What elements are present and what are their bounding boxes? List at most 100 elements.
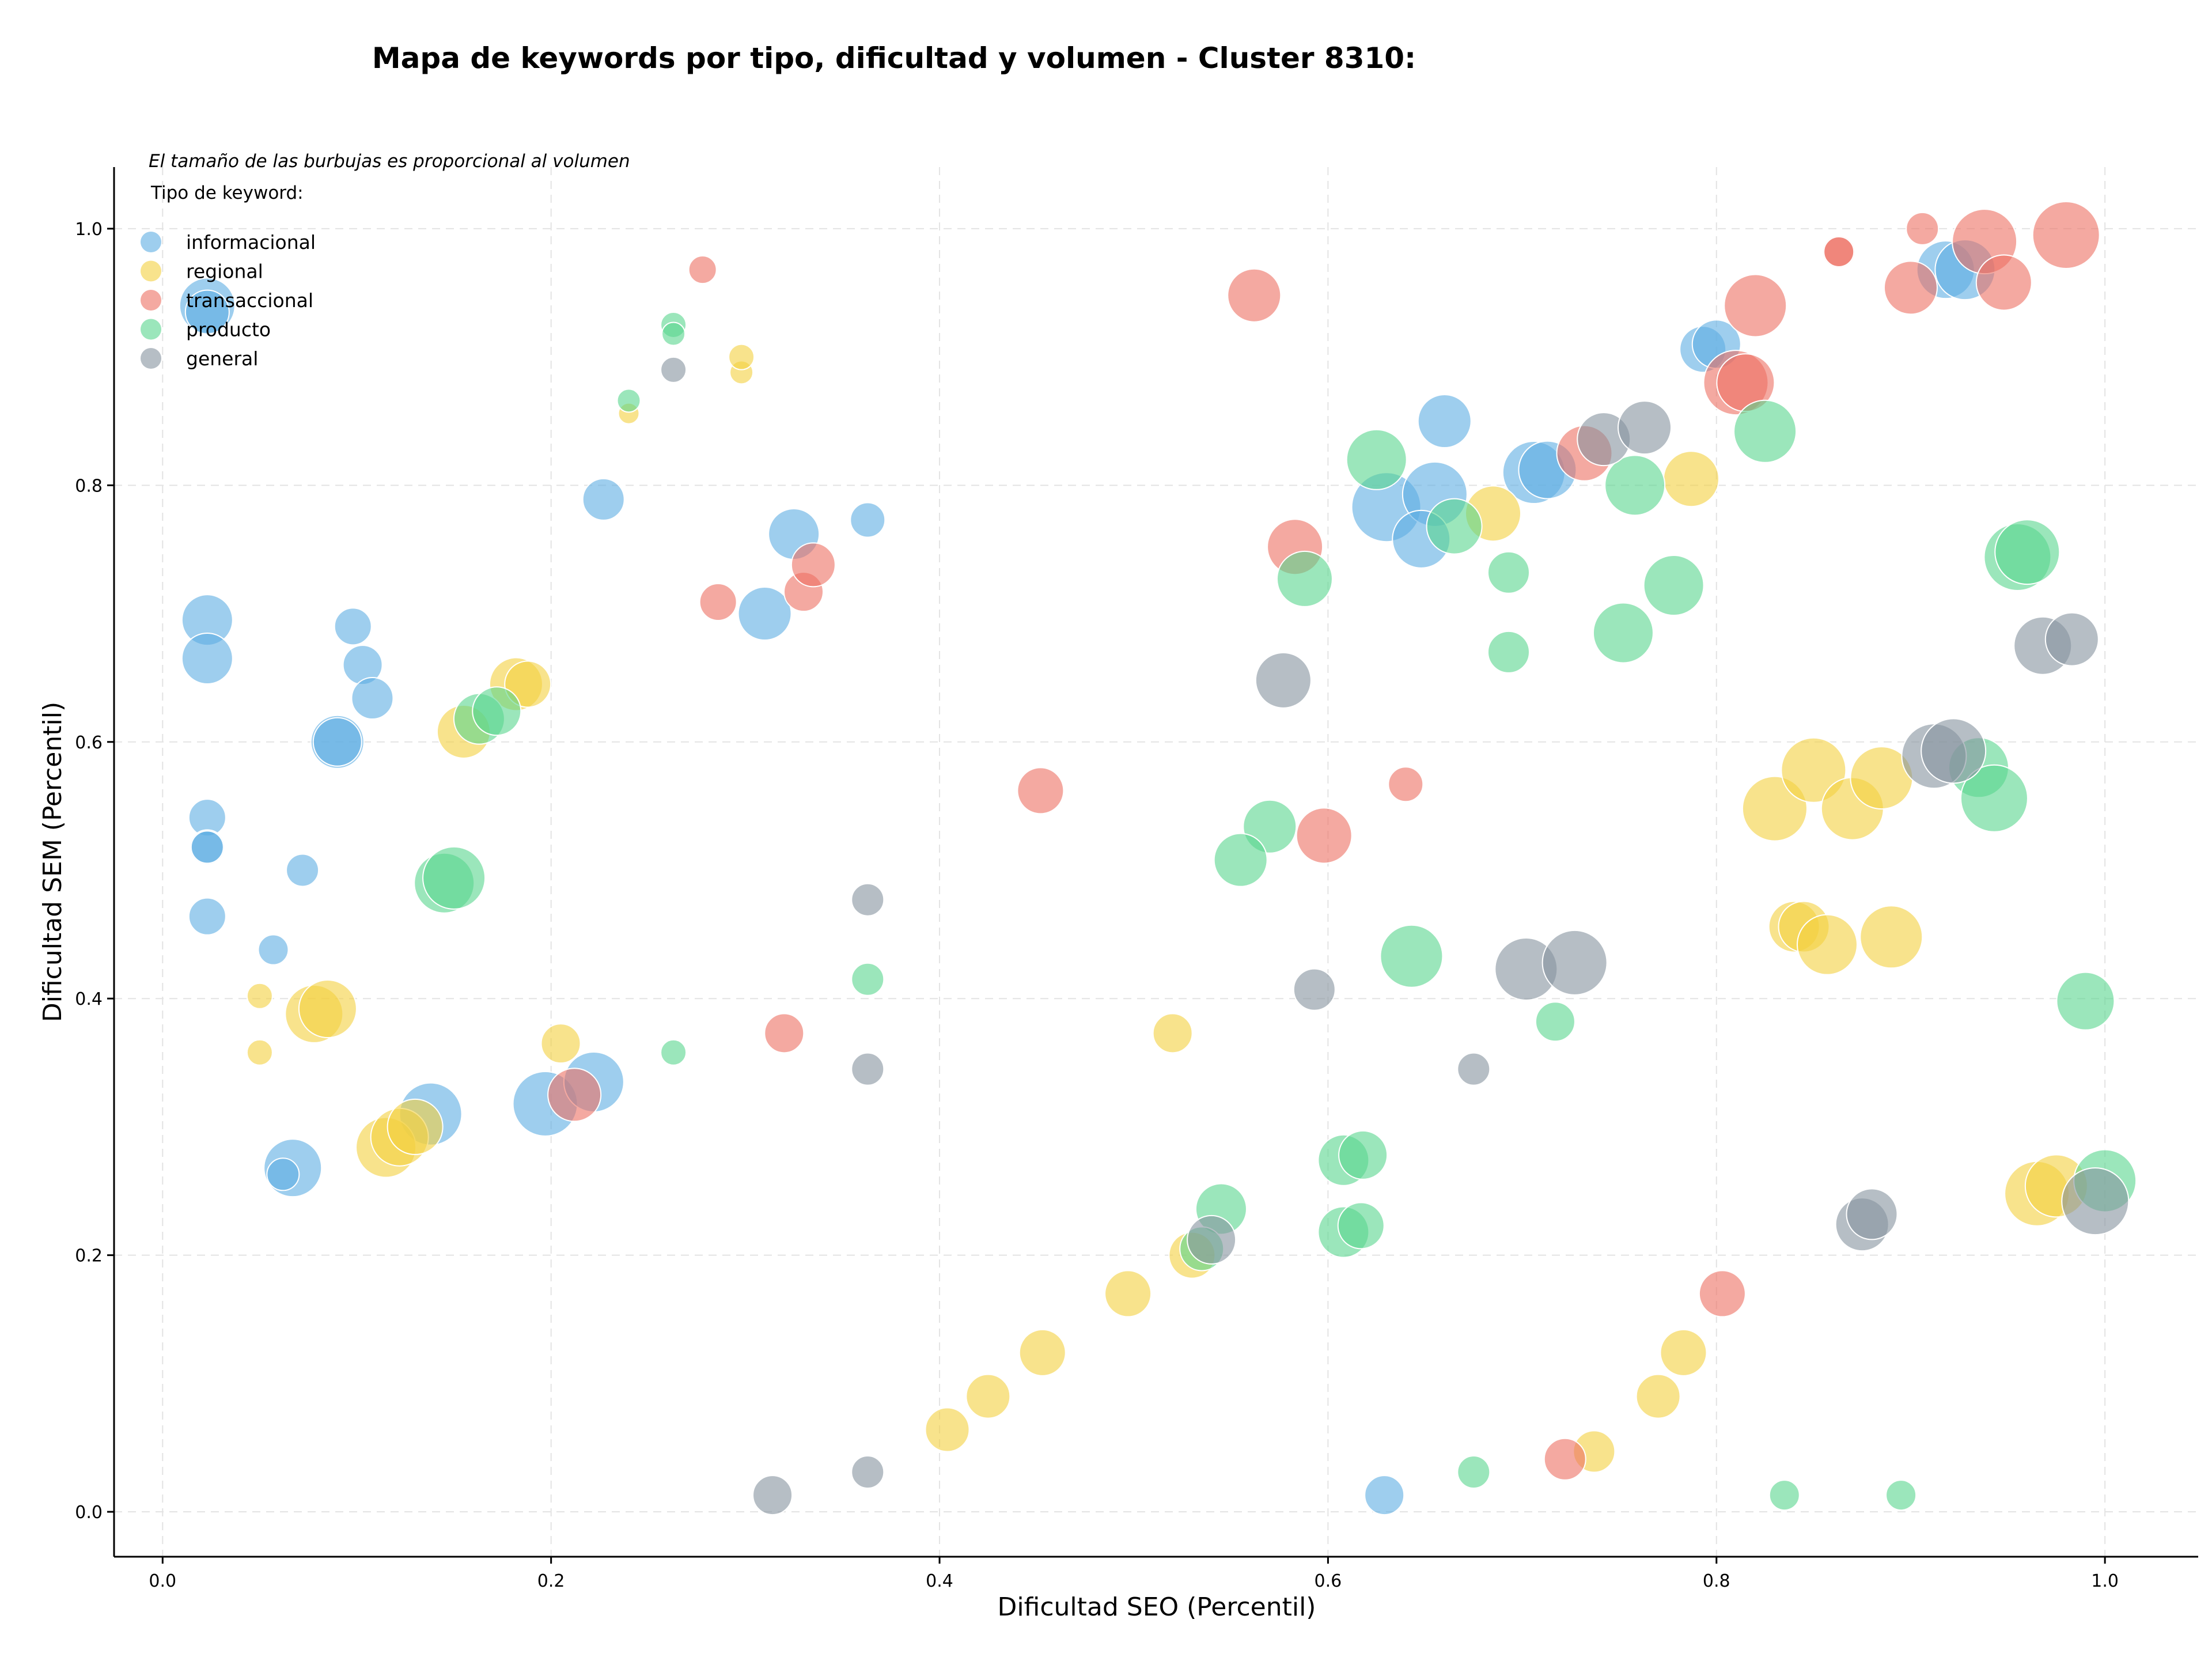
bubble-regional (540, 1023, 581, 1064)
bubble-transaccional (1017, 767, 1065, 815)
bubble-regional (925, 1407, 970, 1452)
x-tick-label: 0.4 (926, 1571, 953, 1591)
bubble-regional (728, 343, 755, 370)
bubble-producto (616, 388, 641, 413)
legend: informacional regional transaccional produc… (141, 231, 316, 370)
bubble-size-note: El tamaño de las burbujas es proporciona… (149, 151, 630, 172)
bubble-regional (246, 1039, 273, 1066)
bubble-general (1618, 400, 1672, 455)
bubble-informacional (1364, 1475, 1405, 1516)
legend-title: Tipo de keyword: (150, 183, 304, 203)
bubble-regional (387, 1098, 444, 1155)
bubble-producto (1733, 399, 1797, 463)
y-tick-label: 0.2 (75, 1246, 103, 1266)
bubble-producto (1380, 924, 1444, 988)
legend-label-informacional: informacional (186, 231, 316, 253)
bubble-transaccional (1227, 268, 1282, 323)
bubble-transaccional (1883, 260, 1938, 315)
bubble-producto (1960, 764, 2028, 833)
bubble-producto (2056, 971, 2115, 1031)
bubble-producto (1276, 550, 1333, 607)
bubble-informacional (850, 502, 886, 538)
legend-label-transaccional: transaccional (186, 289, 313, 312)
x-tick-label: 0.6 (1315, 1571, 1342, 1591)
x-tick-label: 0.0 (149, 1571, 176, 1591)
bubble-general (752, 1475, 793, 1516)
bubble-general (1921, 718, 1987, 784)
bubble-regional (1635, 1374, 1681, 1419)
bubble-regional (1152, 1013, 1193, 1054)
bubble-transaccional (764, 1013, 805, 1054)
bubble-informacional (184, 289, 230, 335)
legend-marker-regional (141, 260, 161, 282)
bubble-transaccional (1296, 807, 1353, 864)
x-tick-label: 0.8 (1703, 1571, 1730, 1591)
bubble-general (2061, 1167, 2130, 1236)
bubble-informacional (351, 677, 394, 720)
bubble-general (2044, 612, 2099, 667)
ticks: 0.0 0.2 0.4 0.6 0.8 1.0 0.0 0.2 0.4 0.6 0.8 1.0 (75, 220, 2119, 1591)
bubble-producto (1643, 555, 1705, 616)
bubble-regional (1104, 1270, 1152, 1318)
bubble-transaccional (790, 542, 836, 588)
bubble-producto (1457, 1455, 1491, 1489)
legend-marker-general (141, 348, 161, 369)
bubble-transaccional (547, 1068, 602, 1122)
bubble-general (851, 883, 885, 917)
bubble-producto (1426, 498, 1483, 555)
bubble-informacional (1417, 394, 1472, 448)
y-axis-label: Dificultad SEM (Percentil) (38, 702, 67, 1022)
bubble-regional (965, 1374, 1011, 1419)
y-tick-label: 0.4 (75, 989, 103, 1009)
bubble-transaccional (688, 255, 717, 285)
legend-marker-transaccional (141, 290, 161, 311)
chart-title: Mapa de keywords por tipo, dificultad y … (372, 41, 1416, 75)
bubble-producto (422, 846, 486, 910)
y-tick-label: 0.8 (75, 476, 103, 496)
legend-marker-producto (141, 319, 161, 340)
bubbles (179, 201, 2137, 1516)
x-axis-label: Dificultad SEO (Percentil) (998, 1592, 1316, 1622)
bubble-regional (1781, 737, 1847, 803)
bubble-general (1457, 1052, 1491, 1086)
bubble-regional (246, 982, 273, 1009)
bubble-general (1541, 929, 1608, 996)
bubble-general (1187, 1214, 1237, 1265)
bubble-general (1846, 1188, 1898, 1240)
bubble-producto (661, 321, 686, 346)
bubble-informacional (266, 1157, 300, 1191)
bubble-transaccional (1724, 274, 1787, 338)
bubble-producto (1346, 429, 1407, 490)
bubble-producto (1338, 1130, 1388, 1180)
axes (113, 167, 2198, 1558)
bubble-informacional (286, 853, 320, 887)
bubble-informacional (188, 897, 226, 936)
bubble-producto (660, 1039, 687, 1066)
legend-label-producto: producto (186, 319, 271, 341)
bubble-regional (1018, 1329, 1066, 1376)
bubble-producto (1487, 551, 1530, 594)
bubble-informacional (334, 607, 372, 646)
bubble-regional (1796, 914, 1858, 975)
bubble-producto (1487, 630, 1530, 674)
bubble-producto (1604, 455, 1666, 516)
bubble-informacional (181, 632, 233, 684)
bubble-general (1293, 968, 1336, 1011)
bubble-regional (504, 660, 552, 708)
bubble-regional (1660, 1329, 1707, 1376)
bubble-regional (1662, 451, 1719, 508)
bubble-informacional (190, 830, 224, 864)
y-tick-label: 0.6 (75, 733, 103, 753)
bubble-regional (298, 979, 357, 1039)
legend-label-regional: regional (186, 260, 263, 283)
bubble-regional (1859, 905, 1923, 969)
bubble-transaccional (1906, 211, 1940, 245)
legend-marker-informacional (141, 232, 161, 252)
bubble-producto (1885, 1480, 1917, 1511)
bubble-informacional (582, 478, 625, 521)
y-tick-label: 1.0 (75, 220, 103, 240)
bubble-general (660, 356, 687, 383)
bubble-informacional (257, 934, 289, 966)
bubble-producto (1535, 1001, 1575, 1042)
